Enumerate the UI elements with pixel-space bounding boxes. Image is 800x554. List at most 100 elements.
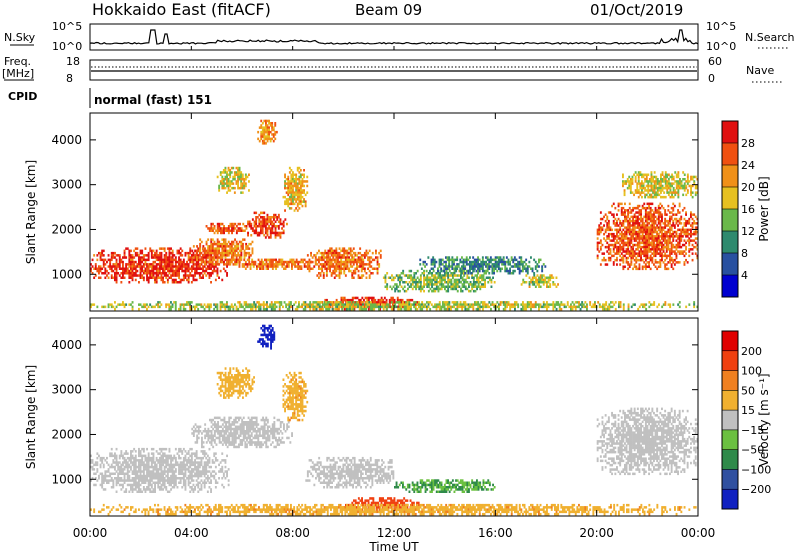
data-cell (173, 301, 176, 304)
data-cell (627, 250, 630, 253)
data-cell (614, 241, 617, 245)
data-cell (346, 260, 349, 264)
data-cell (520, 263, 523, 266)
data-cell (609, 226, 612, 229)
data-cell (286, 222, 288, 226)
data-cell (657, 232, 660, 236)
data-cell (657, 261, 660, 264)
data-cell (534, 285, 537, 288)
data-cell (407, 287, 409, 291)
data-cell (283, 260, 285, 264)
data-cell (314, 258, 317, 262)
data-cell (431, 283, 433, 286)
data-cell (150, 263, 153, 266)
data-cell (547, 276, 550, 279)
data-cell (294, 301, 297, 304)
data-cell (139, 251, 142, 255)
data-cell (630, 245, 633, 249)
data-cell (656, 211, 659, 214)
data-cell (659, 239, 662, 242)
data-cell (311, 256, 314, 259)
data-cell (443, 269, 446, 273)
data-cell (662, 237, 665, 240)
data-cell (118, 256, 121, 259)
data-cell (649, 202, 652, 206)
data-cell (325, 258, 328, 262)
data-cell (653, 191, 656, 194)
data-cell (356, 267, 358, 270)
data-cell (434, 274, 437, 277)
data-cell (657, 252, 660, 255)
data-cell (620, 224, 623, 227)
data-cell (252, 263, 255, 266)
data-cell (607, 211, 610, 214)
data-cell (346, 307, 348, 311)
data-cell (260, 211, 262, 215)
data-cell (635, 265, 638, 268)
data-cell (536, 283, 539, 286)
data-cell (644, 256, 647, 260)
data-cell (638, 232, 641, 236)
data-cell (453, 258, 455, 262)
data-cell (531, 303, 534, 306)
data-cell (650, 180, 653, 183)
data-cell (277, 231, 280, 235)
data-cell (637, 171, 640, 174)
data-cell (155, 254, 158, 257)
data-cell (232, 229, 235, 232)
data-cell (444, 278, 446, 282)
data-cell (240, 182, 243, 185)
data-cell (654, 243, 657, 247)
data-cell (488, 272, 491, 275)
data-cell (354, 269, 357, 273)
data-cell (402, 287, 405, 291)
data-cell (656, 191, 659, 194)
data-cell (609, 252, 612, 255)
data-cell (619, 232, 622, 236)
data-cell (360, 258, 363, 262)
data-cell (118, 274, 121, 277)
data-cell (332, 256, 335, 259)
data-cell (288, 303, 291, 306)
data-cell (685, 258, 687, 262)
data-cell (352, 305, 355, 309)
data-cell (598, 230, 601, 234)
data-cell (184, 251, 187, 255)
data-cell (440, 305, 443, 309)
data-cell (504, 269, 507, 273)
data-cell (261, 220, 264, 223)
data-cell (276, 234, 279, 237)
data-cell (655, 184, 658, 188)
data-cell (681, 230, 684, 234)
data-cell (255, 216, 258, 219)
data-cell (649, 250, 652, 253)
data-cell (653, 245, 655, 249)
data-cell (349, 301, 352, 304)
data-cell (546, 281, 548, 284)
data-cell (546, 301, 548, 304)
data-cell (664, 213, 667, 216)
data-cell (475, 258, 478, 262)
data-cell (224, 242, 227, 246)
data-cell (399, 289, 401, 293)
data-cell (343, 265, 346, 268)
data-cell (437, 267, 439, 270)
data-cell (130, 272, 132, 275)
data-cell (354, 251, 357, 255)
data-cell (210, 229, 213, 232)
data-cell (599, 245, 602, 249)
data-cell (284, 195, 286, 199)
data-cell (534, 303, 537, 306)
data-cell (620, 230, 623, 234)
data-cell (218, 245, 221, 248)
data-cell (636, 245, 639, 249)
data-cell (641, 186, 643, 190)
data-cell (616, 245, 618, 249)
data-cell (213, 254, 216, 257)
data-cell (653, 222, 655, 225)
data-cell (236, 260, 239, 264)
data-cell (314, 260, 317, 264)
data-cell (637, 178, 640, 181)
data-cell (523, 305, 526, 309)
data-cell (101, 258, 104, 262)
